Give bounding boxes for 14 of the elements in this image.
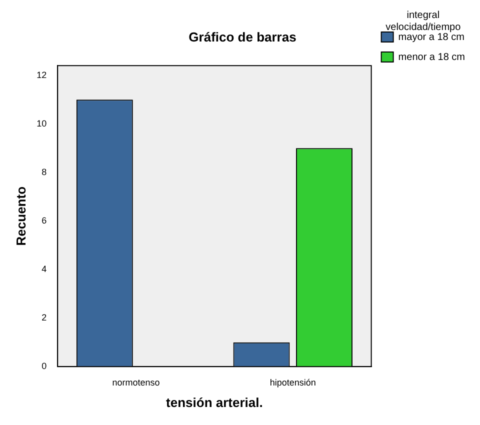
- x-tick-label: hipotensión: [270, 377, 316, 388]
- y-tick-label: 10: [36, 118, 47, 128]
- y-tick-label: 6: [42, 215, 47, 226]
- legend-label: menor a 18 cm: [398, 52, 466, 63]
- x-tick-label: normotenso: [112, 377, 160, 388]
- chart-title: Gráfico de barras: [188, 29, 296, 44]
- y-tick-label: 0: [42, 361, 47, 372]
- legend-label: mayor a 18 cm: [398, 32, 464, 43]
- y-tick-label: 4: [42, 264, 47, 274]
- y-tick-label: 12: [36, 70, 47, 80]
- y-tick-label: 8: [42, 166, 47, 177]
- x-axis-title: tensión arterial.: [166, 394, 263, 410]
- y-axis-title: Recuento: [13, 186, 28, 246]
- y-tick-label: 2: [42, 312, 47, 323]
